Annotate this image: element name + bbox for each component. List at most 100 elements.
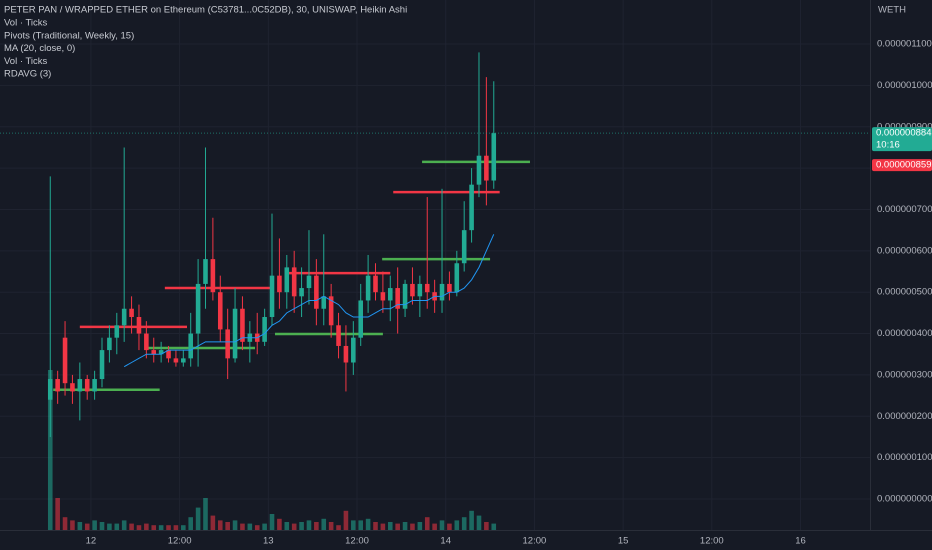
candle-body — [358, 300, 364, 338]
y-tick-label: 0.0000004000 — [877, 328, 932, 339]
candle-body — [107, 337, 112, 351]
candle-body — [203, 259, 208, 284]
volume-bar — [380, 523, 386, 530]
volume-bar — [306, 520, 312, 530]
y-tick-label: 0.0000007000 — [877, 204, 932, 215]
volume-bar — [173, 525, 179, 530]
volume-bar — [439, 520, 445, 530]
candle-body — [240, 308, 245, 342]
volume-bar — [351, 520, 356, 530]
candle-body — [136, 317, 142, 334]
legend-item: Pivots (Traditional, Weekly, 15) — [4, 30, 134, 41]
volume-bar — [136, 525, 142, 530]
volume-bar — [107, 523, 112, 530]
candle-body — [410, 283, 415, 297]
y-tick-label: 0.0000005000 — [877, 287, 932, 298]
y-tick-label: 0.0000002000 — [877, 411, 932, 422]
candle-body — [166, 350, 171, 359]
volume-bar — [424, 517, 430, 530]
candle-body — [269, 275, 275, 318]
candle-body — [99, 350, 105, 380]
legend-item: Vol · Ticks — [4, 18, 48, 29]
candle-body — [114, 325, 120, 338]
candle-body — [476, 155, 482, 185]
candle-body — [299, 288, 304, 297]
countdown: 10:16 — [876, 140, 900, 151]
volume-bar — [121, 520, 127, 530]
currency-label: WETH — [878, 5, 906, 16]
candle-body — [262, 317, 267, 342]
volume-bar — [188, 517, 193, 530]
volume-bar — [447, 523, 452, 530]
candle-body — [225, 329, 230, 359]
volume-bar — [454, 520, 460, 530]
x-tick-label: 12 — [86, 536, 97, 547]
volume-bar — [469, 510, 474, 530]
volume-bar — [240, 523, 245, 530]
volume-bar — [476, 515, 482, 530]
x-tick-label: 14 — [440, 536, 451, 547]
volume-bar — [417, 522, 423, 530]
volume-bar — [484, 522, 489, 530]
volume-bar — [77, 522, 83, 530]
x-tick-label: 12:00 — [168, 536, 192, 547]
candle-body — [365, 275, 371, 301]
x-tick-label: 12:00 — [523, 536, 547, 547]
volume-bar — [225, 522, 230, 530]
candle-body — [291, 267, 297, 297]
volume-bar — [336, 525, 341, 530]
volume-bar — [55, 498, 60, 530]
candle-body — [158, 350, 164, 355]
candle-body — [402, 283, 408, 309]
volume-bar — [299, 522, 304, 530]
x-tick-label: 12:00 — [700, 536, 724, 547]
candle-body — [306, 275, 312, 289]
volume-bar — [217, 520, 223, 530]
candle-body — [210, 259, 216, 293]
candle-body — [351, 337, 356, 363]
volume-bar — [491, 523, 497, 530]
candle-body — [314, 275, 319, 309]
volume-bar — [203, 498, 208, 530]
volume-bar — [247, 523, 253, 530]
candle-body — [188, 333, 193, 359]
volume-bar — [262, 523, 267, 530]
volume-bar — [291, 523, 297, 530]
volume-bar — [99, 522, 105, 530]
candle-body — [121, 308, 127, 326]
y-tick-label: 0.0000011000 — [877, 39, 932, 50]
volume-bar — [166, 525, 171, 530]
candle-body — [328, 296, 334, 326]
candle-body — [195, 283, 201, 334]
candle-body — [62, 337, 68, 384]
volume-bar — [328, 522, 334, 530]
price-label: 0.0000008845 — [876, 128, 932, 139]
candle-body — [217, 292, 223, 330]
candle-body — [343, 345, 349, 363]
legend-item: RDAVG (3) — [4, 69, 51, 80]
y-tick-label: 0.0000009000 — [877, 121, 932, 132]
candle-body — [151, 350, 157, 355]
candle-body — [129, 308, 134, 318]
candle-body — [484, 155, 489, 181]
volume-bar — [410, 523, 415, 530]
candle-body — [469, 184, 474, 231]
volume-bar — [387, 522, 393, 530]
candle-body — [77, 379, 83, 392]
y-tick-label: 0.0000000000 — [877, 493, 932, 504]
candle-body — [439, 283, 445, 301]
legend-item: Vol · Ticks — [4, 56, 48, 67]
volume-bar — [461, 517, 467, 530]
volume-bar — [129, 523, 134, 530]
volume-bar — [195, 507, 201, 530]
volume-bar — [47, 370, 53, 530]
y-tick-label: 0.0000001000 — [877, 452, 932, 463]
volume-bar — [114, 523, 120, 530]
plot-area — [0, 52, 870, 530]
y-tick-label: 0.0000003000 — [877, 369, 932, 380]
candle-body — [373, 275, 378, 293]
